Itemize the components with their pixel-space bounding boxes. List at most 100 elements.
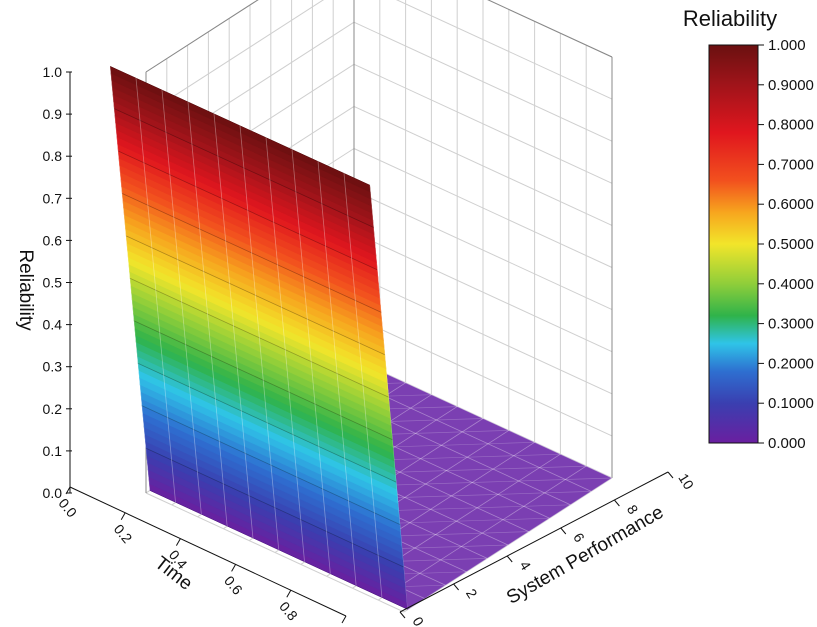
surface-mesh-diagonal bbox=[414, 546, 462, 549]
surface-wall-mesh-z bbox=[121, 193, 382, 313]
surface-mesh-diagonal bbox=[441, 443, 489, 446]
z-tick-label: 0.1 bbox=[43, 443, 63, 459]
x-tick-mark bbox=[341, 615, 347, 624]
x-tick-label: 0.8 bbox=[276, 598, 301, 623]
surface-mesh-diagonal bbox=[436, 418, 484, 421]
z-tick-label: 0.6 bbox=[43, 232, 63, 248]
surface-mesh-diagonal bbox=[472, 480, 519, 483]
surface-wall-mesh-z bbox=[129, 277, 390, 398]
surface-wall-mesh-t bbox=[135, 77, 176, 503]
colorbar-tick-label: 0.000 bbox=[768, 435, 806, 452]
surface-mesh-diagonal bbox=[398, 584, 446, 588]
surface-mesh-diagonal bbox=[482, 531, 529, 534]
y-tick-label: 10 bbox=[675, 471, 697, 493]
surface-mesh-diagonal bbox=[487, 441, 535, 445]
x-tick-label: 0.6 bbox=[221, 573, 246, 598]
surface bbox=[110, 66, 613, 610]
surface-mesh-line bbox=[381, 465, 587, 599]
surface-mesh-diagonal bbox=[440, 558, 488, 561]
z-tick-label: 0.4 bbox=[43, 317, 63, 333]
surface-wall-mesh-t bbox=[161, 89, 202, 515]
surface-mesh-diagonal bbox=[419, 571, 467, 574]
x-tick-mark bbox=[231, 564, 237, 572]
z-tick-label: 0.8 bbox=[43, 148, 63, 164]
z-tick-label: 0.0 bbox=[43, 485, 63, 501]
surface-wall-mesh-z bbox=[141, 405, 401, 526]
y-tick-mark bbox=[453, 583, 459, 591]
surface-mesh-diagonal bbox=[467, 455, 514, 458]
colorbar-tick-label: 0.7000 bbox=[768, 156, 814, 173]
x-tick-mark bbox=[175, 538, 181, 546]
surface-mesh-line bbox=[353, 358, 613, 479]
surface-wall-mesh-t bbox=[265, 137, 305, 563]
axis-frame-top-left bbox=[145, 0, 259, 73]
surface-wall-mesh-t bbox=[187, 101, 228, 527]
surface-wall-mesh-t bbox=[343, 173, 383, 598]
surface-wall-mesh-z bbox=[125, 235, 386, 356]
colorbar-tick-label: 0.8000 bbox=[768, 117, 814, 134]
y-tick-mark bbox=[506, 555, 513, 563]
colorbar-tick-label: 0.2000 bbox=[768, 355, 814, 372]
colorbar-tick-label: 0.1000 bbox=[768, 395, 814, 412]
surface-mesh-diagonal bbox=[539, 465, 587, 468]
z-tick-label: 0.7 bbox=[43, 190, 63, 206]
surface-mesh-diagonal bbox=[565, 477, 613, 480]
surface-wall-mesh-t bbox=[239, 125, 280, 551]
surface-mesh-diagonal bbox=[544, 491, 592, 494]
z-tick-label: 0.3 bbox=[43, 359, 63, 375]
y-tick-mark bbox=[399, 611, 406, 619]
surface-wall-mesh-t bbox=[213, 113, 254, 539]
surface-mesh-diagonal bbox=[513, 453, 561, 457]
surface-mesh-diagonal bbox=[425, 482, 473, 485]
surface-wall-mesh-z bbox=[137, 362, 397, 483]
surface-mesh-diagonal bbox=[451, 494, 499, 497]
surface-mesh-line bbox=[407, 477, 613, 610]
surface-mesh-diagonal bbox=[446, 468, 494, 471]
y-tick-label: 4 bbox=[517, 558, 535, 573]
z-axis-title: Reliability bbox=[15, 249, 36, 331]
surface-mesh-diagonal bbox=[420, 456, 468, 460]
surface-mesh-diagonal bbox=[435, 532, 483, 535]
surface-mesh-diagonal bbox=[518, 479, 566, 482]
colorbar-tick-label: 1.000 bbox=[768, 37, 806, 54]
surface-mesh-diagonal bbox=[430, 507, 478, 510]
grid-line-floor-s bbox=[145, 492, 405, 613]
surface-wall-mesh-z bbox=[110, 66, 371, 186]
x-tick-mark bbox=[286, 589, 292, 598]
y-axis-line bbox=[399, 471, 669, 613]
surface-wall-mesh-z bbox=[133, 320, 393, 441]
surface-wall-mesh-z bbox=[117, 150, 378, 271]
surface-mesh-diagonal bbox=[456, 519, 504, 522]
z-tick-label: 0.2 bbox=[43, 401, 63, 417]
y-tick-label: 0 bbox=[409, 614, 427, 627]
x-tick-label: 1.0 bbox=[331, 624, 356, 627]
surface-wall bbox=[110, 66, 408, 610]
surface-wall-mesh-t bbox=[317, 161, 357, 586]
surface-wall-mesh-z bbox=[145, 447, 405, 568]
surface-mesh-diagonal bbox=[399, 470, 447, 473]
y-tick-label: 2 bbox=[463, 586, 481, 601]
colorbar-tick-label: 0.9000 bbox=[768, 77, 814, 94]
surface-mesh-diagonal bbox=[497, 492, 545, 495]
colorbar-tick-label: 0.6000 bbox=[768, 196, 814, 213]
axis-frame-top-right bbox=[487, 0, 613, 58]
surface-mesh-diagonal bbox=[492, 467, 540, 470]
surface-wall-mesh-z bbox=[113, 108, 374, 228]
z-tick-label: 0.9 bbox=[43, 106, 63, 122]
surface-mesh-diagonal bbox=[461, 544, 509, 547]
surface-mesh-diagonal bbox=[502, 517, 550, 521]
surface-mesh-diagonal bbox=[404, 495, 452, 498]
surface-mesh-diagonal bbox=[462, 430, 509, 433]
surface-mesh-diagonal bbox=[477, 505, 524, 509]
colorbar-title: Reliability bbox=[683, 6, 777, 31]
y-tick-mark bbox=[614, 499, 620, 507]
x-tick-mark bbox=[120, 512, 126, 521]
z-tick-label: 0.5 bbox=[43, 275, 63, 291]
colorbar-tick-label: 0.5000 bbox=[768, 236, 814, 253]
surface-mesh-diagonal bbox=[415, 431, 463, 434]
surface-wall-band bbox=[110, 66, 371, 193]
surface-mesh-diagonal bbox=[409, 520, 457, 524]
surface-wall-mesh-t bbox=[291, 149, 331, 574]
colorbar-tick-label: 0.4000 bbox=[768, 276, 814, 293]
